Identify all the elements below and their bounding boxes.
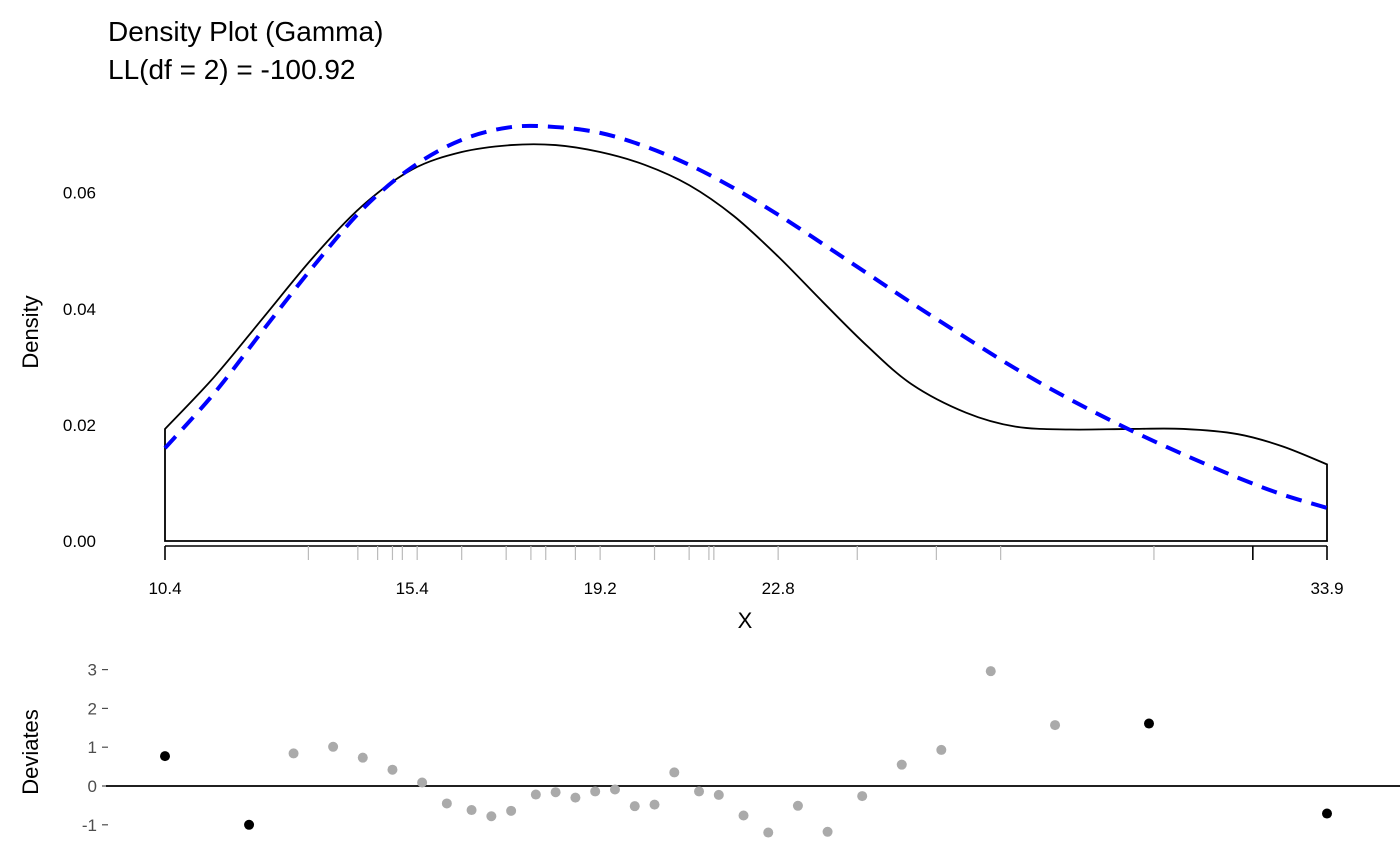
deviate-point: [609, 784, 620, 795]
deviate-point: [387, 764, 398, 775]
deviate-point: [441, 798, 452, 809]
density-x-axis: 10.4 15.4 19.2 22.8 33.9: [148, 579, 1343, 598]
density-y-tick-label: 0.06: [63, 184, 96, 203]
density-y-tick-label: 0.00: [63, 532, 96, 551]
deviate-point: [896, 759, 907, 770]
density-kde-line: [164, 143, 1328, 542]
deviate-point: [1050, 720, 1061, 731]
deviate-point: [590, 786, 601, 797]
deviates-y-axis-title: Deviates: [18, 709, 43, 795]
deviate-point: [713, 789, 724, 800]
deviates-y-tick-label: 0: [88, 777, 97, 796]
density-y-tick-label: 0.04: [63, 300, 96, 319]
density-x-tick-label: 19.2: [584, 579, 617, 598]
deviates-y-tick-label: 3: [88, 661, 97, 680]
deviate-point: [792, 800, 803, 811]
deviate-point: [244, 819, 255, 830]
density-x-axis-title: X: [738, 608, 753, 633]
deviates-plot-area: [106, 666, 1400, 838]
density-y-axis-title: Density: [18, 295, 43, 368]
deviate-point: [1143, 718, 1154, 729]
deviate-point: [466, 805, 477, 816]
density-x-tick-label: 33.9: [1310, 579, 1343, 598]
deviate-point: [506, 805, 517, 816]
density-panel: 0.00 0.02 0.04 0.06 Density 10.4 15.4 19.2 22.…: [18, 123, 1344, 633]
rug-axis: [164, 545, 1328, 560]
density-x-tick-label: 22.8: [762, 579, 795, 598]
deviate-point: [328, 741, 339, 752]
deviate-point: [936, 744, 947, 755]
deviate-point: [822, 826, 833, 837]
deviates-y-tick-label: 1: [88, 738, 97, 757]
deviate-point: [649, 799, 660, 810]
deviates-y-tick-label: -1: [82, 816, 97, 835]
density-y-axis: 0.00 0.02 0.04 0.06: [63, 184, 96, 551]
deviate-point: [857, 791, 868, 802]
deviate-point: [738, 810, 749, 821]
deviate-point: [669, 767, 680, 778]
deviate-point: [694, 786, 705, 797]
deviate-point: [530, 789, 541, 800]
deviate-point: [288, 748, 299, 759]
deviate-point: [763, 827, 774, 838]
density-x-tick-label: 10.4: [148, 579, 181, 598]
density-plot-area: [163, 123, 1328, 542]
deviates-y-axis: -1 0 1 2 3: [82, 661, 108, 835]
density-x-tick-label: 15.4: [396, 579, 429, 598]
deviate-point: [985, 666, 996, 677]
deviate-point: [1322, 808, 1332, 819]
chart-title: Density Plot (Gamma): [108, 16, 383, 47]
deviate-point: [357, 752, 368, 763]
deviate-point: [550, 787, 561, 798]
density-y-tick-label: 0.02: [63, 416, 96, 435]
deviate-point: [160, 751, 170, 762]
deviate-point: [570, 792, 581, 803]
deviates-panel: -1 0 1 2 3 Deviates: [18, 661, 1400, 838]
density-fitted-line: [163, 123, 1328, 510]
deviates-y-tick-label: 2: [88, 699, 97, 718]
deviate-point: [629, 801, 640, 812]
deviate-point: [486, 811, 497, 822]
chart-subtitle: LL(df = 2) = -100.92: [108, 54, 356, 85]
deviate-point: [417, 777, 428, 788]
